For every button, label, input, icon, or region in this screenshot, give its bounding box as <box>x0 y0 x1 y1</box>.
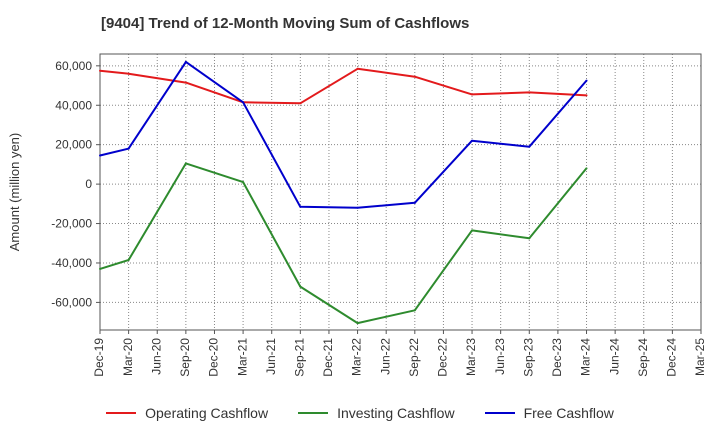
series-point-1 <box>127 259 130 262</box>
series-point-1 <box>99 267 101 270</box>
x-tick-label: Mar-20 <box>121 338 135 376</box>
y-tick-label: 60,000 <box>55 59 92 73</box>
series-point-1 <box>585 167 588 170</box>
series-point-1 <box>242 181 245 184</box>
x-tick-label: Jun-21 <box>264 338 278 375</box>
x-tick-label: Mar-24 <box>579 338 593 376</box>
series-point-2 <box>413 201 416 204</box>
series-point-1 <box>528 237 531 240</box>
x-tick-label: Dec-19 <box>92 338 106 377</box>
series-lines <box>99 60 588 325</box>
series-point-0 <box>299 102 302 105</box>
grid-lines <box>100 54 701 330</box>
series-line-0 <box>99 67 587 105</box>
series-point-0 <box>471 93 474 96</box>
x-tick-label: Sep-20 <box>178 338 192 377</box>
series-point-1 <box>356 322 359 325</box>
x-tick-label: Jun-20 <box>149 338 163 375</box>
series-point-0 <box>585 94 588 97</box>
series-point-0 <box>356 67 359 70</box>
x-tick-label: Dec-21 <box>321 338 335 377</box>
x-tick-label: Dec-23 <box>550 338 564 377</box>
y-tick-label: -20,000 <box>51 217 92 231</box>
series-point-0 <box>413 75 416 78</box>
legend-item-investing: Investing Cashflow <box>298 405 455 421</box>
legend-swatch-operating <box>106 412 137 414</box>
series-point-1 <box>184 162 187 165</box>
x-tick-label: Dec-20 <box>207 338 221 377</box>
series-line-1 <box>99 162 588 325</box>
legend-label-operating: Operating Cashflow <box>145 405 269 421</box>
series-point-1 <box>413 309 416 312</box>
x-tick-label: Mar-23 <box>464 338 478 376</box>
x-tick-label: Jun-24 <box>607 338 621 375</box>
series-point-1 <box>471 229 474 232</box>
x-tick-label: Mar-22 <box>350 338 364 376</box>
y-tick-label: 0 <box>85 177 92 191</box>
legend-item-operating: Operating Cashflow <box>106 405 268 421</box>
series-point-2 <box>528 145 531 148</box>
series-line-2 <box>99 60 588 209</box>
x-tick-label: Mar-21 <box>235 338 249 376</box>
plot-frame <box>99 53 702 331</box>
series-point-2 <box>299 205 302 208</box>
legend-swatch-investing <box>298 412 329 414</box>
x-tick-label: Jun-22 <box>378 338 392 375</box>
series-point-0 <box>127 72 130 75</box>
x-tick-label: Sep-23 <box>521 338 535 377</box>
x-tick-label: Dec-24 <box>665 338 679 377</box>
series-point-2 <box>356 206 359 209</box>
legend-label-investing: Investing Cashflow <box>337 405 455 421</box>
series-point-2 <box>99 154 101 157</box>
x-tick-label: Sep-22 <box>407 338 421 377</box>
series-point-0 <box>184 81 187 84</box>
y-tick-label: -40,000 <box>51 256 92 270</box>
x-tick-label: Jun-23 <box>493 338 507 375</box>
series-point-2 <box>585 79 588 82</box>
legend: Operating Cashflow Investing Cashflow Fr… <box>0 405 720 421</box>
x-tick-label: Sep-24 <box>636 338 650 377</box>
y-tick-label: -60,000 <box>51 295 92 309</box>
legend-swatch-free <box>484 412 515 414</box>
y-tick-label: 40,000 <box>55 98 92 112</box>
chart-title: [9404] Trend of 12-Month Moving Sum of C… <box>101 15 470 32</box>
y-axis-label: Amount (million yen) <box>7 133 22 252</box>
series-point-1 <box>299 285 302 288</box>
series-point-2 <box>184 60 187 63</box>
series-point-0 <box>528 91 531 94</box>
legend-label-free: Free Cashflow <box>523 405 614 421</box>
y-tick-label: 20,000 <box>55 138 92 152</box>
x-tick-label: Dec-22 <box>436 338 450 377</box>
series-point-2 <box>242 101 245 104</box>
series-point-0 <box>99 69 101 72</box>
x-tick-label: Sep-21 <box>293 338 307 377</box>
series-point-2 <box>471 139 474 142</box>
chart-svg: 60,000 40,000 20,000 0 -20,000 -40,000 -60,000… <box>7 53 707 377</box>
y-axis-ticks: 60,000 40,000 20,000 0 -20,000 -40,000 -60,000 <box>51 59 100 309</box>
series-point-2 <box>127 147 130 150</box>
x-axis-ticks: Dec-19 Mar-20 Jun-20 Sep-20 Dec-20 Mar-21 Jun-… <box>92 330 707 377</box>
legend-item-free: Free Cashflow <box>484 405 614 421</box>
x-tick-label: Mar-25 <box>693 338 707 376</box>
